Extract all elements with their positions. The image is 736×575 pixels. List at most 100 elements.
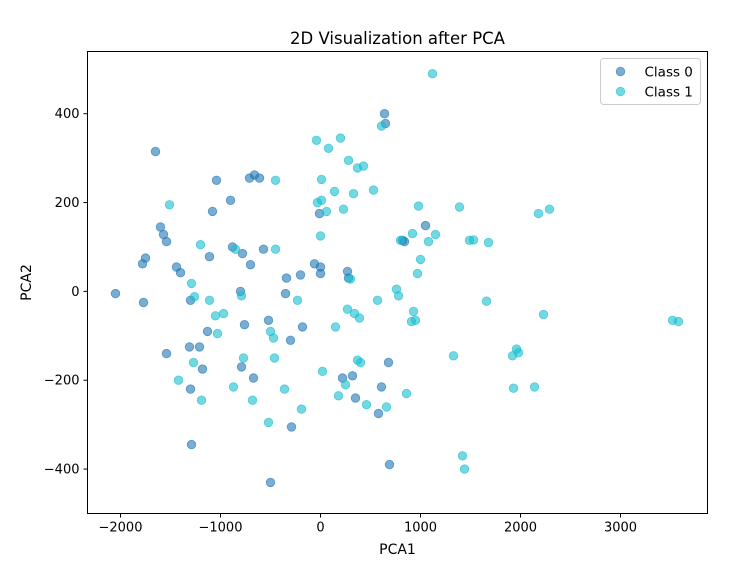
class-1-point (311, 135, 322, 146)
class-0-point (202, 326, 213, 337)
class-0-point (258, 244, 269, 254)
class-0-point (286, 422, 297, 432)
y-axis-label: PCA2 (19, 264, 35, 301)
class-0-point (237, 248, 248, 259)
class-0-point (379, 108, 390, 119)
class-1-point (263, 417, 274, 428)
class-1-point (279, 384, 290, 394)
class-1-point (508, 383, 519, 393)
class-1-point (269, 353, 280, 363)
class-0-point (263, 315, 274, 326)
class-1-point (427, 68, 438, 79)
class-0-point (384, 459, 395, 470)
class-0-point (175, 268, 186, 278)
class-1-point (361, 400, 372, 410)
x-axis-label: PCA1 (379, 542, 416, 558)
class-1-point (423, 236, 434, 247)
class-1-point (401, 388, 412, 399)
class-1-point (413, 201, 424, 211)
class-1-point (448, 351, 459, 361)
y-tick-label: −200 (44, 374, 80, 389)
class-1-point (395, 235, 406, 246)
class-1-point (483, 237, 494, 248)
class-0-point (295, 270, 306, 280)
class-1-point (316, 195, 327, 206)
legend: Class 0 Class 1 (600, 58, 701, 105)
class-1-point (340, 380, 351, 390)
class-1-point (345, 274, 356, 284)
class-1-point (196, 395, 207, 405)
class-1-point (376, 121, 387, 131)
class-1-point (459, 464, 470, 474)
class-0-point (280, 288, 291, 299)
class-1-point (513, 348, 524, 358)
class-0-point (204, 252, 215, 262)
class-0-point (185, 384, 196, 394)
class-1-point (228, 382, 239, 392)
x-tick-label: −1000 (199, 521, 243, 536)
class-1-point (529, 382, 540, 392)
x-tick-label: 3000 (604, 521, 637, 536)
class-1-point (412, 268, 423, 279)
class-1-point (317, 366, 328, 377)
class-1-point (533, 208, 544, 219)
class-0-point (140, 253, 151, 263)
class-1-point (188, 357, 199, 368)
class-1-point (673, 316, 684, 327)
plot-area-frame (87, 51, 708, 514)
class-1-point (358, 161, 369, 171)
class-1-point (186, 278, 197, 289)
data-points (110, 68, 684, 488)
class-0-point (236, 362, 247, 372)
x-tick-label: 0 (316, 521, 324, 536)
class-0-point (254, 173, 265, 183)
class-1-point (238, 353, 249, 363)
class-1-point (393, 291, 404, 301)
class-0-point (383, 357, 394, 368)
chart-title: 2D Visualization after PCA (290, 29, 506, 48)
legend-frame (600, 58, 701, 105)
class-0-point (373, 408, 384, 419)
class-1-point (321, 206, 332, 217)
class-1-point (270, 175, 281, 186)
class-1-point (268, 333, 279, 343)
class-1-point (333, 391, 344, 401)
y-tick-label: 200 (55, 196, 80, 211)
class-1-point (538, 309, 549, 320)
class-0-point (225, 195, 236, 206)
y-tick-label: 0 (71, 285, 79, 300)
class-1-point (247, 395, 258, 405)
class-0-point (194, 342, 205, 352)
class-1-point (210, 311, 221, 321)
x-tick-label: 2000 (504, 521, 537, 536)
class-1-point (329, 186, 340, 197)
class-0-point (248, 373, 259, 383)
class-1-point (544, 204, 555, 214)
class-1-point (481, 296, 492, 306)
class-0-point (207, 206, 218, 217)
class-0-point (420, 220, 431, 231)
class-1-point (323, 143, 334, 154)
class-1-point (204, 295, 215, 306)
class-1-point (430, 229, 441, 240)
class-1-point (354, 313, 365, 323)
class-0-point (350, 393, 361, 403)
class-1-point (218, 308, 229, 319)
y-tick-label: 400 (55, 107, 80, 122)
class-1-point (330, 322, 341, 332)
class-0-point (150, 146, 161, 157)
class-0-point (239, 320, 250, 330)
class-1-point (173, 375, 184, 385)
class-1-point (315, 231, 326, 241)
class-1-point (335, 133, 346, 143)
class-0-point (315, 268, 326, 279)
class-1-point (454, 202, 465, 212)
class-1-point (296, 404, 307, 414)
class-0-point (197, 364, 208, 374)
class-1-point (236, 291, 247, 301)
class-1-point (230, 244, 241, 254)
class-0-point (347, 371, 358, 381)
class-0-point (281, 273, 292, 283)
legend-marker (615, 66, 626, 77)
class-1-point (342, 304, 353, 314)
